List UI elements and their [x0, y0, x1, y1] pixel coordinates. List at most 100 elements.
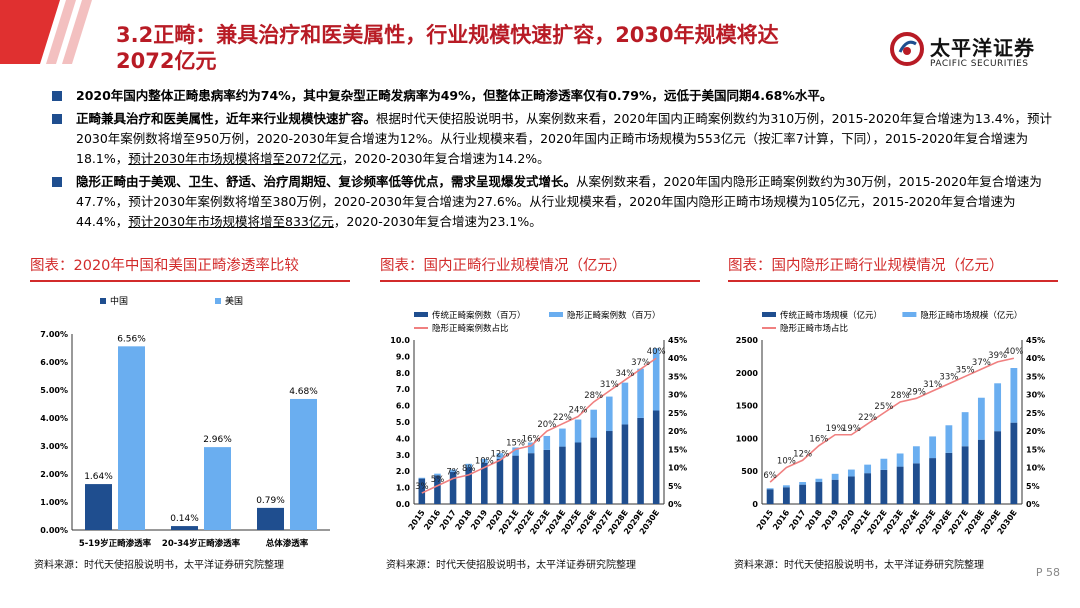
y-tick-label: 0.00% — [40, 526, 68, 535]
line-data-label: 22% — [553, 413, 572, 423]
legend-label: 隐形正畸市场占比 — [780, 323, 848, 334]
chart-source: 资料来源：时代天使招股说明书，太平洋证券研究院整理 — [386, 560, 636, 571]
bar-segment — [621, 424, 629, 504]
invisible-market-combo-chart: 0 500 1000 1500 2000 2500 0% 5% 10% 15% 20% 25% 30% 3… — [736, 310, 1045, 536]
line-data-label: 29% — [907, 387, 926, 397]
y-tick-label: 2000 — [736, 369, 759, 378]
bar-segment — [574, 419, 582, 443]
line-data-label: 28% — [891, 391, 910, 401]
bullet-body-text: 根据时代天使招股说明书，从案例数来看，2020年国内正畸案例数约为310万例，2… — [76, 111, 1053, 166]
logo-mark-icon — [890, 32, 924, 66]
y-tick-label: 1.0 — [396, 484, 411, 493]
bar-segment — [637, 417, 644, 504]
bar-segment — [481, 463, 488, 504]
line-data-label: 40% — [647, 347, 666, 357]
legend-label: 中国 — [110, 295, 128, 307]
bar-segment — [434, 475, 441, 504]
y2-tick-label: 10% — [668, 464, 687, 473]
page-title: 3.2正畸：兼具治疗和医美属性，行业规模快速扩容，2030年规模将达 2072亿… — [116, 22, 886, 74]
line-data-label: 19% — [826, 424, 845, 434]
bar-segment — [799, 482, 807, 485]
y-tick-label: 10.0 — [390, 336, 410, 345]
x-tick-label: 20-34岁正畸渗透率 — [162, 538, 241, 549]
bar-segment — [994, 431, 1002, 504]
bar-segment — [481, 458, 488, 463]
y2-tick-label: 25% — [668, 409, 687, 418]
bullet-body-text: 从案例数来看，2020年国内隐形正畸案例数约为30万例，2015-2020年复合… — [76, 174, 1042, 229]
line-data-label: 22% — [858, 413, 877, 423]
bar-segment — [652, 410, 660, 504]
penetration-bar-chart: 0.00% 1.00% 2.00% 3.00% 4.00% 5.00% 6.00% 7.00%… — [40, 295, 330, 549]
bar-segment — [864, 464, 872, 474]
y2-tick-label: 45% — [1026, 336, 1045, 345]
bar — [290, 398, 317, 530]
line-data-label: 5% — [431, 475, 445, 485]
bar-segment — [961, 446, 969, 504]
bar-segment — [496, 453, 504, 459]
share-line — [421, 357, 657, 494]
page-title-line-2: 2072亿元 — [116, 49, 217, 73]
chart-title-divider — [30, 280, 350, 282]
bar-segment — [465, 467, 472, 504]
bar-segment — [977, 397, 985, 440]
bar-segment — [912, 446, 920, 464]
chart-title-divider — [380, 280, 700, 282]
y2-tick-label: 0% — [1026, 500, 1040, 509]
bar-segment — [543, 435, 551, 450]
x-tick-label: 总体渗透率 — [266, 538, 309, 549]
line-data-label: 25% — [874, 402, 893, 412]
orthodontic-cases-combo-chart: 0.0 1.0 2.0 3.0 4.0 5.0 6.0 7.0 8.0 9.0 10.0 0% 5% 10… — [390, 310, 687, 536]
legend-swatch — [762, 312, 776, 317]
logo-text-cn: 太平洋证券 — [930, 36, 1035, 60]
y2-tick-label: 40% — [668, 354, 687, 363]
bar-segment — [815, 478, 823, 483]
y2-tick-label: 5% — [668, 482, 682, 491]
y-tick-label: 1500 — [736, 402, 759, 411]
bar-segment — [606, 431, 613, 504]
bar-segment — [559, 446, 566, 504]
chart-title: 图表：国内隐形正畸行业规模情况（亿元） — [728, 258, 1004, 274]
bar-segment — [512, 455, 519, 504]
chart-title: 图表：2020年中国和美国正畸渗透率比较 — [30, 258, 299, 274]
bullet-item: 2020年国内整体正畸患病率约为74%，其中复杂型正畸发病率为49%，但整体正畸… — [48, 86, 1058, 106]
line-data-label: 10% — [777, 457, 796, 467]
y-tick-label: 0.0 — [396, 500, 411, 509]
bar-segment — [912, 463, 920, 504]
bar-segment — [1010, 368, 1018, 423]
y-tick-label: 6.00% — [40, 358, 68, 367]
bullet-bold-text: 隐形正畸由于美观、卫生、舒适、治疗周期短、复诊频率低等优点，需求呈现爆发式增长。 — [76, 174, 577, 189]
bar-segment — [896, 466, 904, 504]
bar-segment — [782, 487, 790, 504]
bar-segment — [831, 479, 839, 504]
data-label: 0.79% — [256, 496, 285, 506]
line-data-label: 12% — [793, 449, 812, 459]
legend-swatch — [549, 312, 563, 317]
bullet-item: 正畸兼具治疗和医美属性，近年来行业规模快速扩容。根据时代天使招股说明书，从案例数… — [48, 109, 1058, 169]
y2-tick-label: 0% — [668, 500, 682, 509]
y-tick-label: 500 — [741, 467, 758, 476]
legend-label: 隐形正畸案例数（百万） — [567, 310, 661, 321]
logo-text-en: PACIFIC SECURITIES — [930, 59, 1029, 69]
chart-source: 资料来源：时代天使招股说明书，太平洋证券研究院整理 — [734, 560, 984, 571]
y2-tick-label: 10% — [1026, 464, 1045, 473]
data-label: 2.96% — [203, 435, 232, 445]
line-data-label: 37% — [631, 358, 650, 368]
bullet-underline-text: 预计2030年市场规模将增至2072亿元 — [128, 151, 342, 166]
legend-label: 传统正畸案例数（百万） — [432, 310, 526, 321]
square-bullet-icon — [52, 177, 62, 187]
y-tick-label: 5.0 — [396, 418, 411, 427]
square-bullet-icon — [52, 114, 62, 124]
y-tick-label: 7.00% — [40, 330, 68, 339]
chart-title: 图表：国内正畸行业规模情况（亿元） — [380, 258, 627, 274]
bar-segment — [782, 485, 790, 488]
bar-segment — [880, 469, 888, 504]
bar-segment — [1010, 422, 1018, 504]
y-tick-label: 6.0 — [396, 402, 411, 411]
line-data-label: 8% — [462, 464, 476, 474]
bar-segment — [652, 348, 660, 411]
bar-segment — [527, 453, 535, 504]
line-data-label: 31% — [600, 380, 619, 390]
bar-segment — [527, 442, 535, 454]
bullet-underline-text: 预计2030年市场规模将增至833亿元 — [128, 214, 334, 229]
bar-segment — [637, 368, 644, 418]
